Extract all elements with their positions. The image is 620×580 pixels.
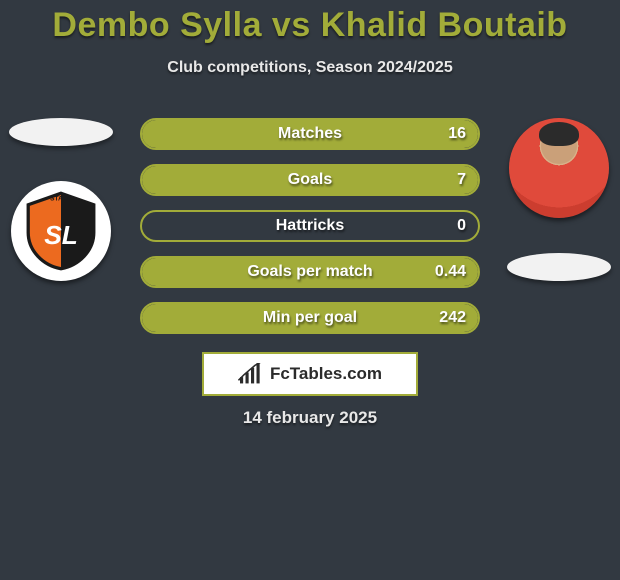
stat-label: Goals (288, 171, 332, 189)
right-player-placeholder (507, 253, 611, 281)
right-player-column (504, 118, 614, 281)
stat-bar-goals-per-match: Goals per match 0.44 (140, 256, 480, 288)
snapshot-date: 14 february 2025 (0, 408, 620, 428)
stat-label: Hattricks (276, 217, 344, 235)
stat-value-right: 16 (448, 125, 466, 143)
stat-value-right: 7 (457, 171, 466, 189)
bar-chart-icon (238, 363, 264, 385)
brand-text: FcTables.com (270, 364, 382, 384)
stat-value-right: 242 (439, 309, 466, 327)
stat-bar-hattricks: Hattricks 0 (140, 210, 480, 242)
stat-label: Goals per match (247, 263, 372, 281)
stat-bar-matches: Matches 16 (140, 118, 480, 150)
stat-value-right: 0 (457, 217, 466, 235)
page-title: Dembo Sylla vs Khalid Boutaib (0, 0, 620, 45)
stat-bar-goals: Goals 7 (140, 164, 480, 196)
club-shield-icon: STADE SL (20, 190, 102, 272)
stat-value-right: 0.44 (435, 263, 466, 281)
club-initials: SL (44, 220, 78, 250)
stat-label: Min per goal (263, 309, 357, 327)
brand-watermark[interactable]: FcTables.com (202, 352, 418, 396)
left-player-placeholder (9, 118, 113, 146)
season-subtitle: Club competitions, Season 2024/2025 (0, 59, 620, 77)
club-text-top: STADE (50, 196, 72, 203)
left-club-logo: STADE SL (11, 181, 111, 281)
stat-label: Matches (278, 125, 342, 143)
stat-bar-min-per-goal: Min per goal 242 (140, 302, 480, 334)
left-player-column: STADE SL (6, 118, 116, 281)
right-player-photo (509, 118, 609, 218)
stats-bars: Matches 16 Goals 7 Hattricks 0 Goals per… (140, 118, 480, 334)
